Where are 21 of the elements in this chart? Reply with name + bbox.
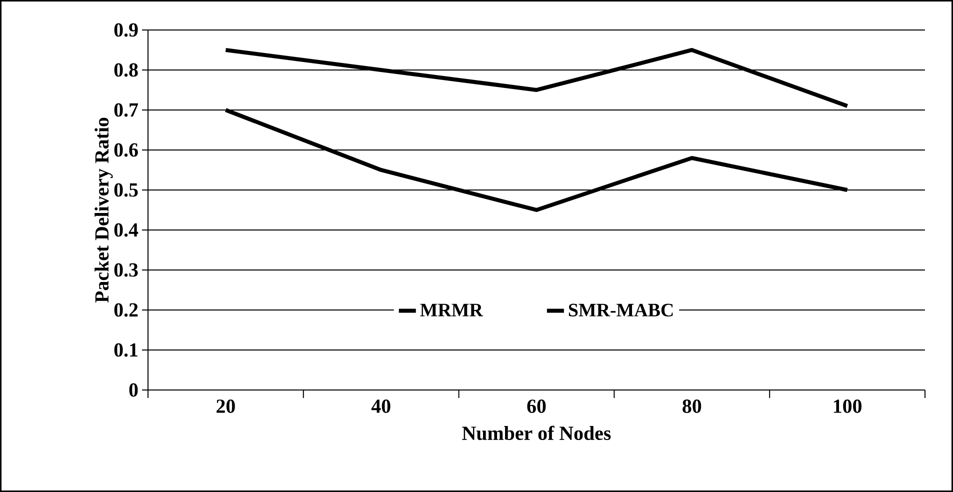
y-tick-label: 0.9 (114, 23, 138, 37)
line-series (224, 108, 850, 212)
legend-label: MRMR (420, 304, 484, 316)
x-tick-label: 40 (371, 400, 390, 413)
y-tick-label: 0.2 (114, 303, 138, 317)
x-tick-label: 80 (682, 400, 702, 413)
y-tick-label: 0.6 (114, 143, 138, 157)
x-tick-label: 20 (216, 400, 235, 413)
y-tick-label: 0.7 (114, 103, 138, 117)
y-axis-title: Packet Delivery Ratio (94, 118, 113, 303)
legend-label: SMR-MABC (568, 304, 673, 316)
line-series (224, 48, 850, 108)
x-tick-label: 100 (834, 400, 862, 413)
y-tick-label: 0.8 (114, 63, 138, 77)
y-tick-label: 0.3 (114, 263, 138, 277)
y-tick-label: 0.1 (114, 343, 138, 357)
x-axis-title: Number of Nodes (462, 426, 611, 440)
y-tick-label: 0.5 (114, 183, 138, 197)
y-tick-label: 0.4 (114, 223, 138, 237)
x-tick-label: 60 (527, 400, 546, 413)
y-tick-label: 0 (129, 383, 138, 397)
